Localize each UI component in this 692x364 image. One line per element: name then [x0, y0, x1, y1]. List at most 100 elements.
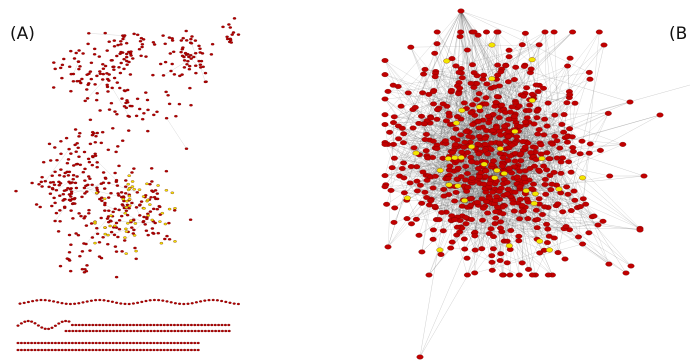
- network-node: [112, 233, 117, 237]
- network-node: [122, 239, 127, 242]
- network-node: [68, 199, 73, 202]
- network-node: [510, 77, 518, 82]
- network-edge: [110, 221, 156, 224]
- network-node: [26, 348, 30, 352]
- network-edge: [543, 134, 590, 233]
- network-node: [203, 323, 207, 327]
- network-node: [139, 54, 143, 58]
- network-edge: [423, 123, 468, 276]
- network-node: [67, 65, 72, 68]
- network-node: [463, 255, 471, 261]
- network-edge: [384, 74, 526, 123]
- network-node: [197, 329, 201, 333]
- highlighted-node: [444, 156, 452, 162]
- network-node: [132, 228, 136, 232]
- network-node: [121, 341, 125, 345]
- highlighted-node: [159, 241, 164, 245]
- network-node: [131, 302, 135, 305]
- network-node: [84, 323, 88, 327]
- network-node: [106, 148, 111, 152]
- network-node: [564, 63, 572, 69]
- network-node: [116, 235, 120, 239]
- network-node: [90, 133, 95, 137]
- network-node: [407, 164, 415, 170]
- network-node: [99, 216, 103, 220]
- network-node: [143, 223, 147, 226]
- network-node: [144, 91, 148, 94]
- network-node: [220, 299, 224, 303]
- network-node: [70, 341, 74, 345]
- network-node: [137, 47, 142, 51]
- network-node: [484, 113, 492, 119]
- network-node: [182, 302, 186, 306]
- network-node: [479, 217, 486, 223]
- network-node: [145, 341, 149, 345]
- highlighted-node: [451, 155, 459, 161]
- network-node: [462, 221, 470, 227]
- network-node: [94, 134, 98, 138]
- network-node: [157, 298, 161, 302]
- network-edge: [505, 134, 567, 227]
- network-node: [125, 341, 129, 345]
- network-node: [69, 192, 74, 195]
- network-node: [170, 62, 174, 66]
- network-node: [98, 72, 103, 76]
- network-node: [121, 37, 125, 41]
- network-node: [194, 301, 198, 304]
- network-node: [159, 323, 163, 327]
- network-node: [22, 301, 26, 305]
- network-edge: [426, 149, 492, 198]
- network-edge: [423, 44, 540, 75]
- network-node: [115, 54, 119, 58]
- highlighted-node: [164, 189, 169, 192]
- network-node: [516, 124, 524, 130]
- network-node: [86, 157, 91, 161]
- network-node: [31, 299, 35, 303]
- network-node: [92, 47, 97, 51]
- network-node: [535, 167, 543, 173]
- network-node: [535, 127, 543, 133]
- network-node: [569, 29, 577, 35]
- network-node: [541, 182, 549, 187]
- highlighted-node: [129, 219, 133, 222]
- network-edge: [436, 129, 540, 220]
- network-node: [585, 150, 593, 156]
- network-node: [90, 154, 95, 158]
- network-edge: [510, 224, 599, 231]
- highlighted-node: [124, 206, 129, 209]
- network-node: [71, 202, 76, 205]
- network-node: [474, 141, 482, 147]
- network-node: [146, 108, 150, 112]
- network-node: [509, 200, 517, 206]
- network-node: [188, 86, 192, 90]
- network-node: [116, 43, 120, 47]
- network-node: [189, 42, 194, 45]
- highlighted-node: [496, 146, 504, 152]
- network-node: [104, 341, 108, 345]
- network-node: [431, 173, 439, 179]
- network-node: [599, 218, 607, 224]
- network-node: [146, 129, 150, 133]
- network-node: [503, 238, 511, 244]
- highlighted-node: [130, 180, 135, 183]
- network-node: [114, 178, 119, 182]
- network-node: [148, 210, 153, 213]
- network-node: [82, 186, 87, 190]
- network-node: [30, 181, 34, 185]
- network-node: [561, 256, 569, 262]
- network-node: [84, 184, 88, 188]
- network-node: [585, 69, 593, 75]
- network-node: [114, 250, 119, 253]
- network-node: [142, 112, 146, 115]
- network-node: [183, 51, 188, 55]
- network-node: [125, 348, 129, 352]
- network-node: [57, 322, 61, 325]
- network-node: [566, 92, 574, 98]
- network-node: [568, 134, 576, 140]
- network-edge: [467, 173, 518, 178]
- network-node: [95, 161, 99, 164]
- network-node: [497, 219, 505, 225]
- network-node: [498, 102, 506, 108]
- network-node: [551, 133, 559, 139]
- network-node: [109, 101, 114, 105]
